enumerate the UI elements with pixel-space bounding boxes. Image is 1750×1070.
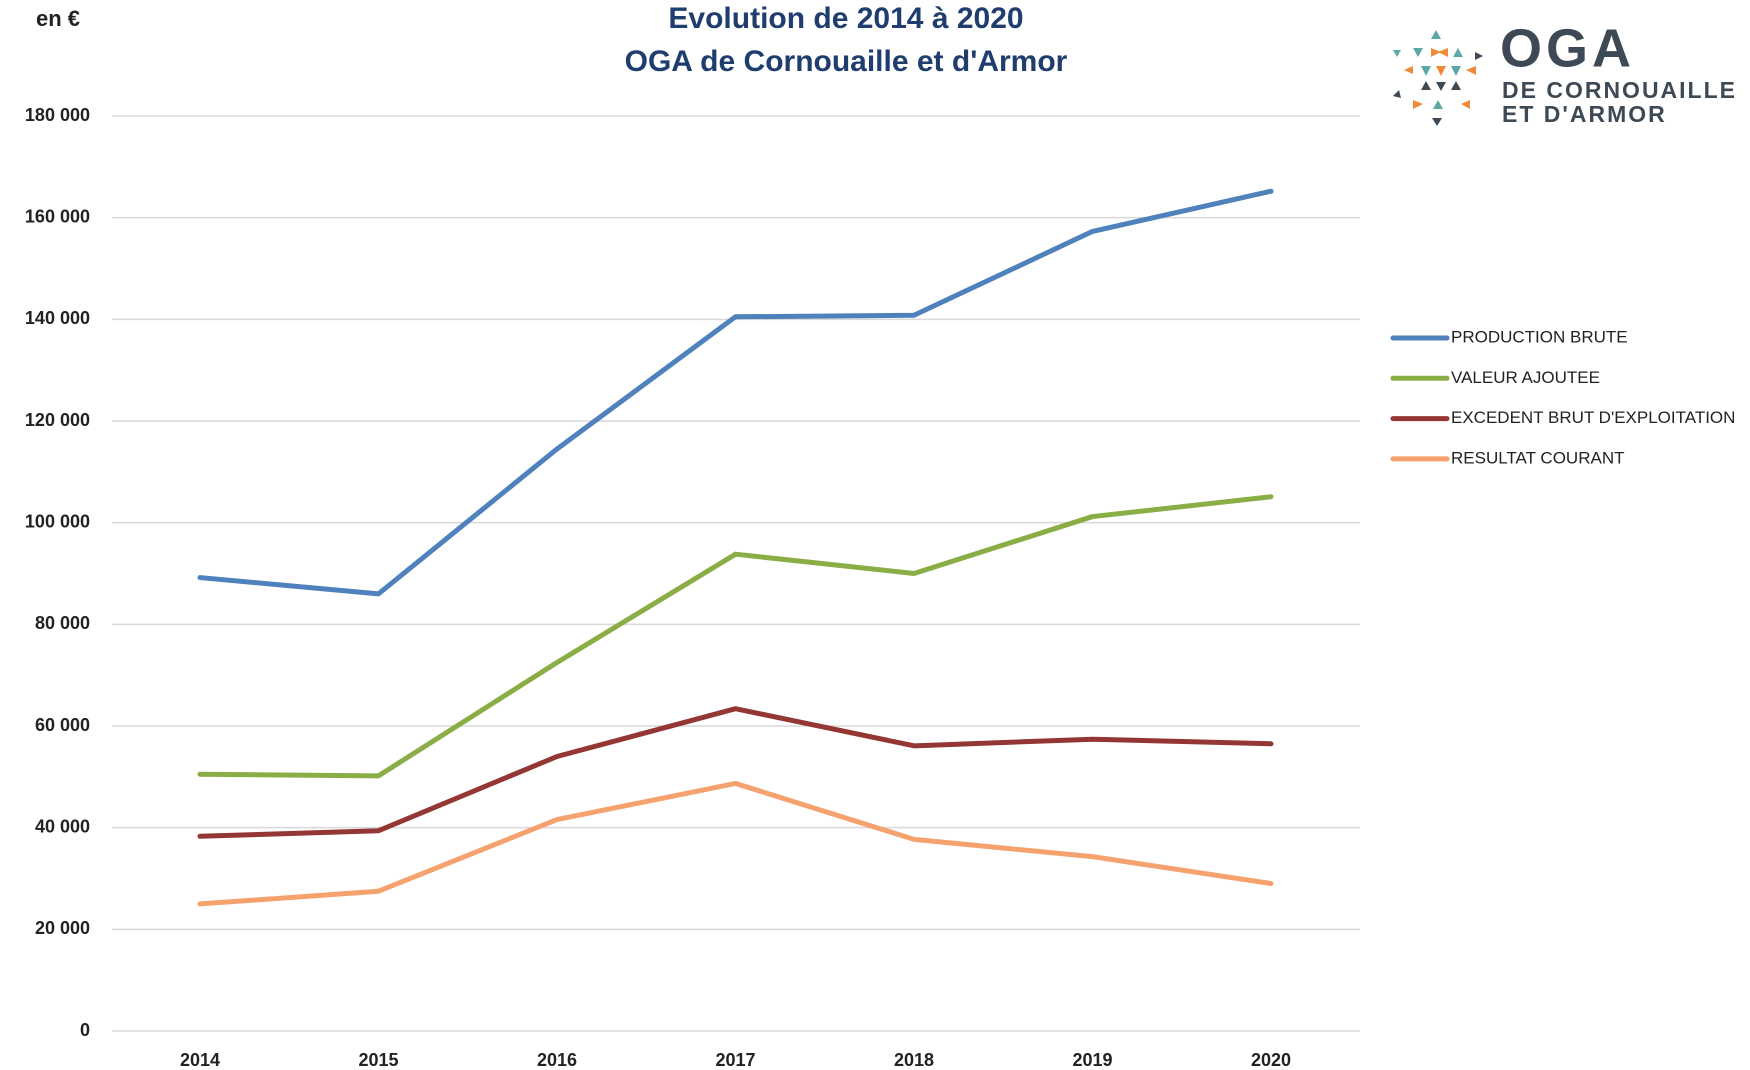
series-line xyxy=(197,706,1274,839)
y-tick-label: 120 000 xyxy=(25,410,90,430)
logo-mark xyxy=(1393,30,1483,126)
x-tick-label: 2019 xyxy=(1072,1050,1112,1070)
logo-line: DE CORNOUAILLE xyxy=(1502,77,1737,103)
logo-name: OGA xyxy=(1500,18,1635,78)
x-tick-label: 2018 xyxy=(894,1050,934,1070)
chart-subtitle: OGA de Cornouaille et d'Armor xyxy=(625,45,1068,78)
x-tick-label: 2015 xyxy=(358,1050,398,1070)
chart-title: Evolution de 2014 à 2020 xyxy=(668,2,1023,35)
x-tick-label: 2017 xyxy=(715,1050,755,1070)
y-tick-label: 140 000 xyxy=(25,308,90,328)
logo-line: ET D'ARMOR xyxy=(1502,101,1667,127)
y-tick-label: 160 000 xyxy=(25,206,90,226)
x-tick-label: 2014 xyxy=(180,1050,220,1070)
x-tick-label: 2020 xyxy=(1251,1050,1291,1070)
y-tick-label: 80 000 xyxy=(35,613,90,633)
series-line xyxy=(197,780,1274,907)
series-line xyxy=(197,494,1274,779)
y-axis-label: en € xyxy=(36,6,80,31)
y-tick-label: 40 000 xyxy=(35,816,90,836)
legend-label: PRODUCTION BRUTE xyxy=(1451,327,1628,346)
y-tick-label: 100 000 xyxy=(25,511,90,531)
x-tick-label: 2016 xyxy=(537,1050,577,1070)
y-tick-label: 0 xyxy=(80,1020,90,1040)
y-tick-label: 60 000 xyxy=(35,715,90,735)
y-tick-label: 20 000 xyxy=(35,918,90,938)
legend-label: EXCEDENT BRUT D'EXPLOITATION xyxy=(1451,408,1735,427)
legend-label: RESULTAT COURANT xyxy=(1451,448,1624,467)
legend-label: VALEUR AJOUTEE xyxy=(1451,368,1600,387)
y-tick-label: 180 000 xyxy=(25,105,90,125)
series-line xyxy=(197,188,1274,597)
